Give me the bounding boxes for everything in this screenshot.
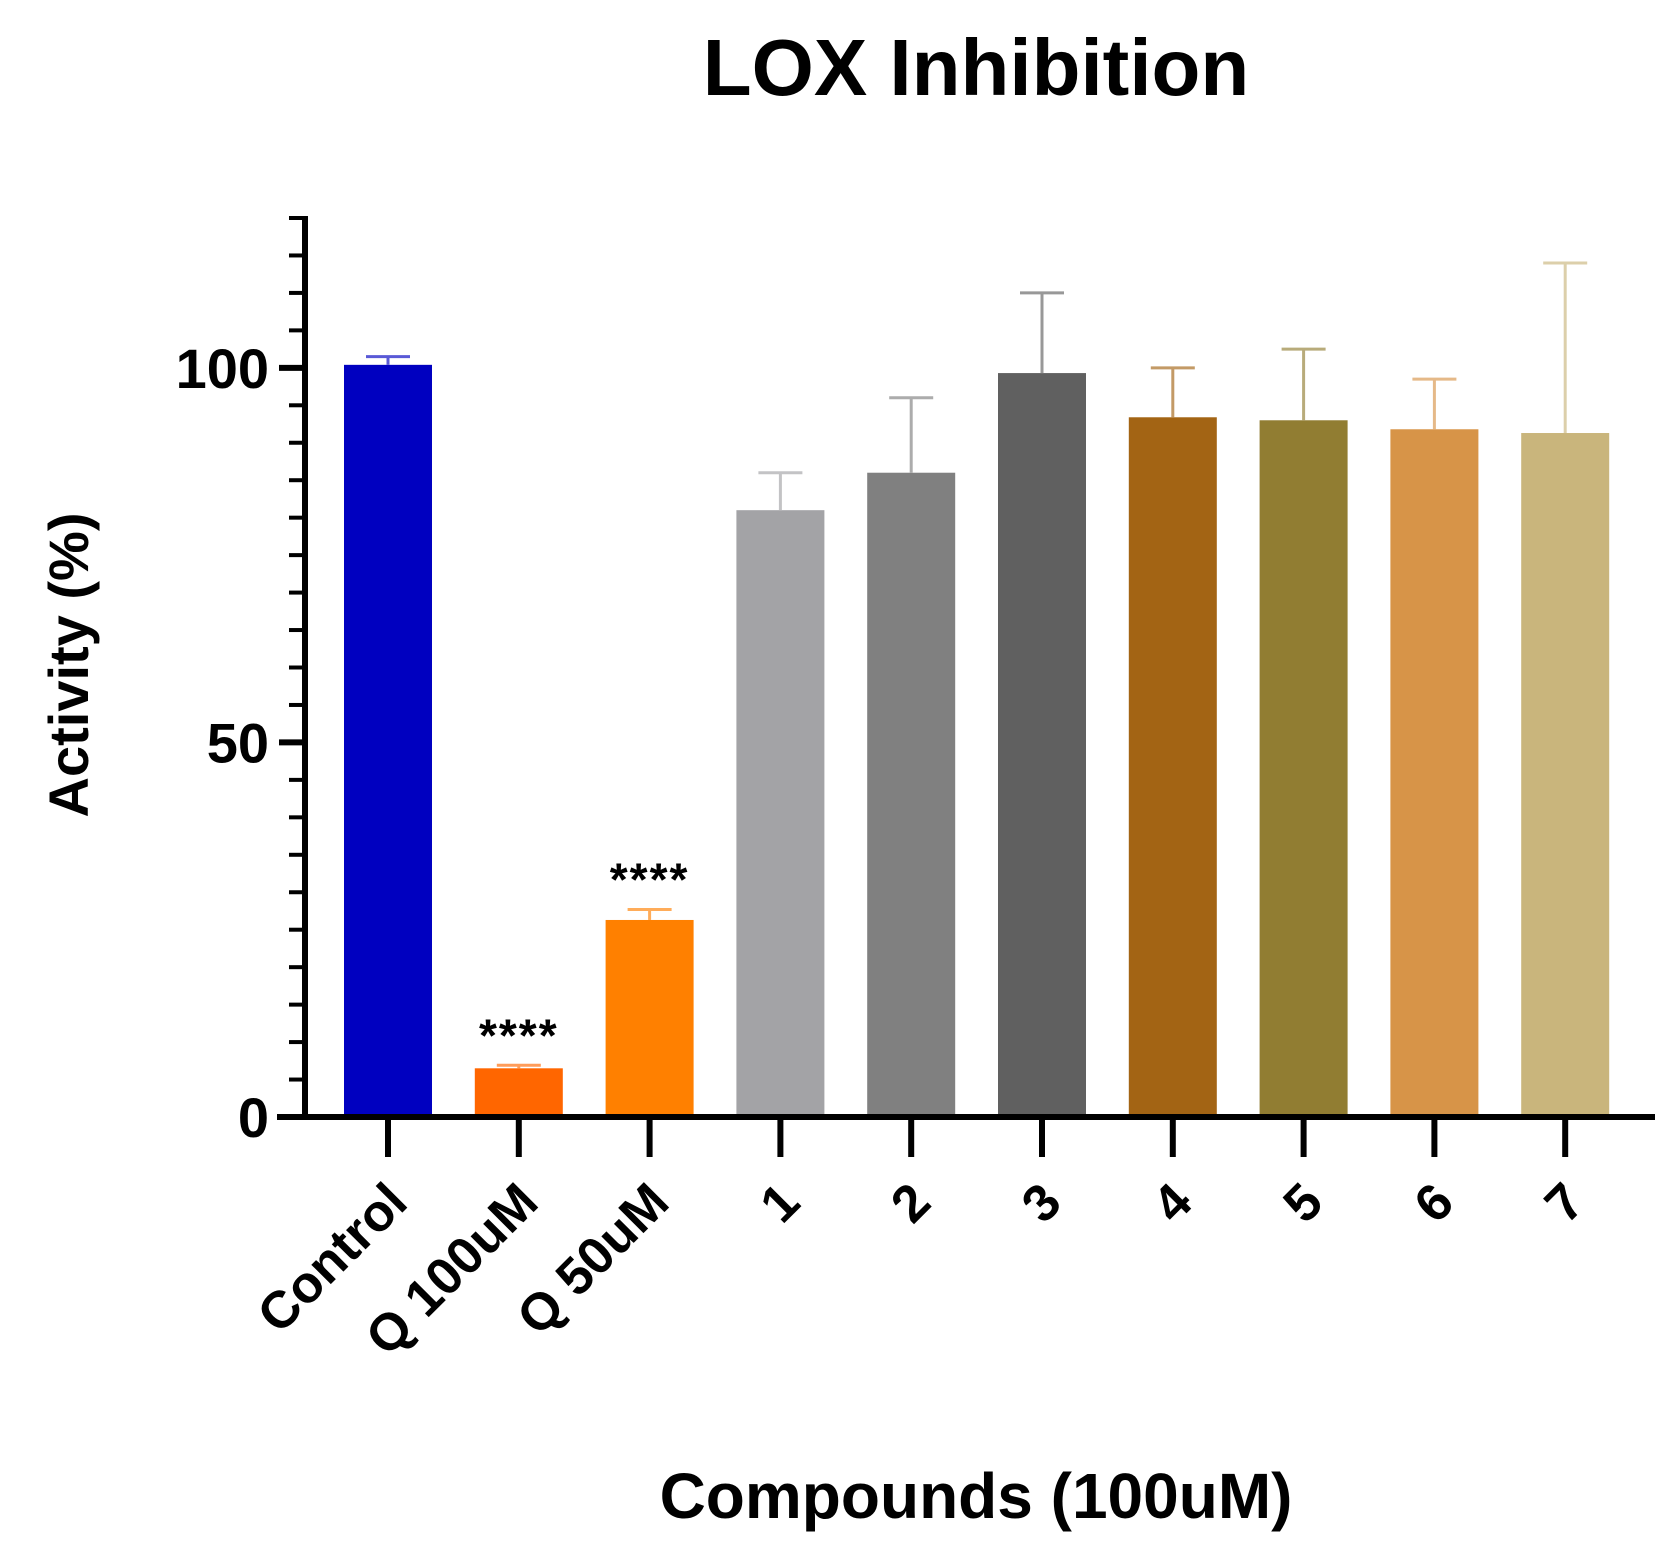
- bar-1: [736, 510, 825, 1117]
- x-tick-label: 3: [1011, 1172, 1072, 1233]
- bar-6: [1390, 429, 1479, 1117]
- y-tick-label: 0: [238, 1086, 269, 1149]
- bar-control: [344, 364, 432, 1117]
- y-axis-title: Activity (%): [37, 513, 100, 818]
- bar-7: [1521, 433, 1610, 1117]
- bar-3: [998, 373, 1086, 1117]
- x-tick-label: 6: [1403, 1172, 1464, 1233]
- y-tick-label: 100: [176, 337, 269, 400]
- x-axis-title: Compounds (100uM): [660, 1460, 1293, 1532]
- x-tick-label: 7: [1534, 1172, 1595, 1233]
- bar-2: [867, 472, 956, 1117]
- bar-q-50um: [605, 919, 694, 1117]
- bar-4: [1128, 417, 1217, 1117]
- x-tick-label: 1: [749, 1172, 810, 1233]
- x-tick-label: 5: [1273, 1172, 1334, 1233]
- y-tick-label: 50: [207, 711, 269, 774]
- significance-label: ****: [479, 1009, 559, 1061]
- significance-label: ****: [610, 853, 690, 905]
- x-tick-label: 4: [1142, 1172, 1204, 1234]
- x-tick-label: 2: [880, 1172, 941, 1233]
- chart-title: LOX Inhibition: [703, 23, 1250, 112]
- bar-q-100um: [474, 1068, 563, 1117]
- bar-5: [1259, 420, 1348, 1117]
